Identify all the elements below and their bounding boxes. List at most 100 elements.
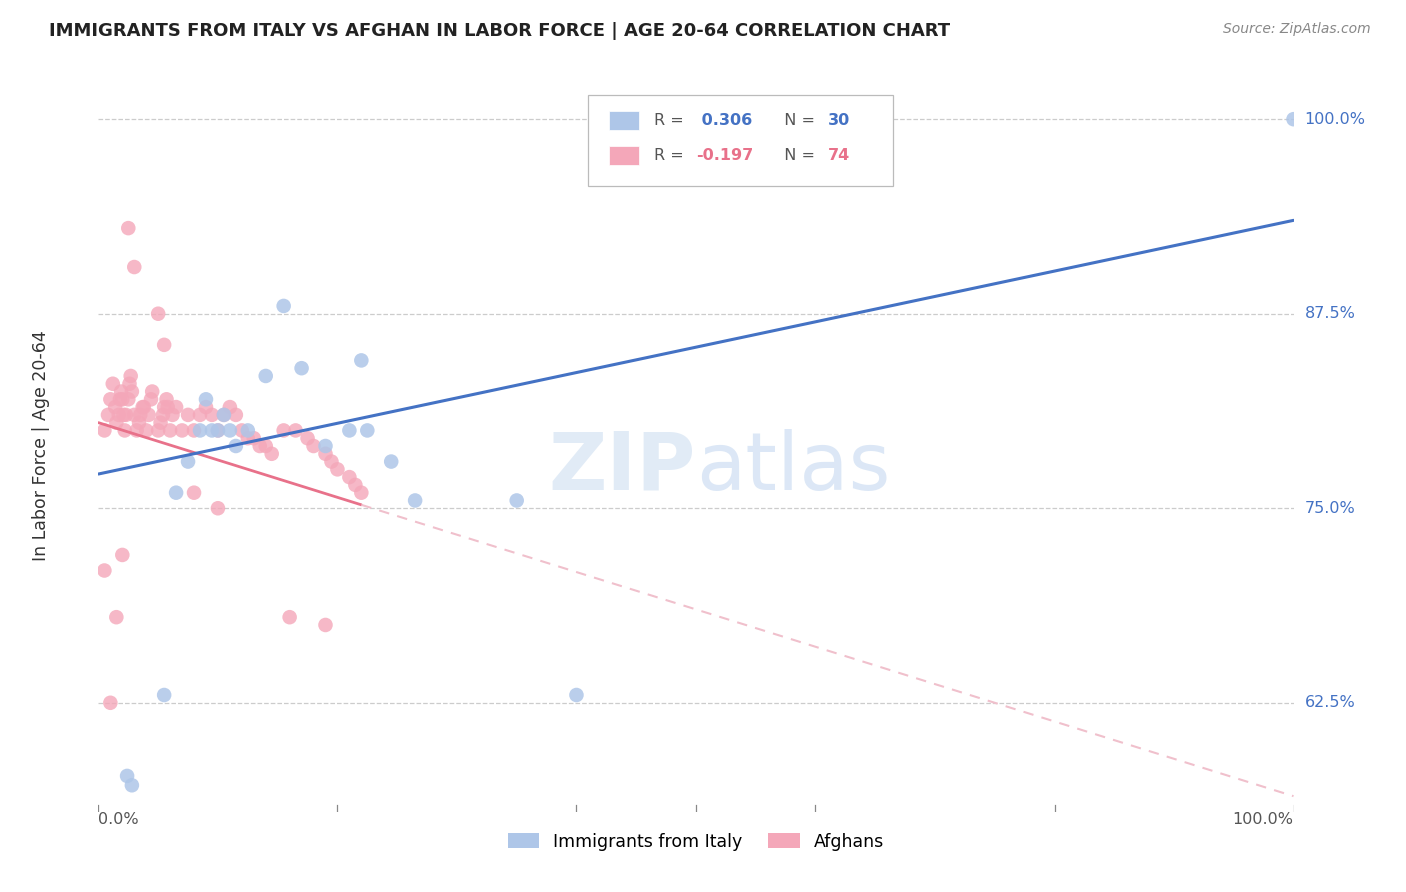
Point bbox=[565, 688, 588, 702]
Point bbox=[155, 392, 177, 407]
Point bbox=[302, 439, 325, 453]
Point bbox=[188, 424, 211, 438]
Text: 100.0%: 100.0% bbox=[1233, 812, 1294, 827]
Point bbox=[110, 384, 132, 399]
Point bbox=[212, 408, 235, 422]
Point bbox=[139, 392, 162, 407]
Point bbox=[153, 688, 176, 702]
Point bbox=[148, 307, 170, 321]
Point bbox=[165, 485, 187, 500]
Point bbox=[201, 424, 224, 438]
Point bbox=[117, 221, 139, 235]
Text: -0.197: -0.197 bbox=[696, 148, 754, 163]
Point bbox=[165, 400, 187, 414]
Point bbox=[284, 424, 307, 438]
Point bbox=[138, 408, 160, 422]
Point bbox=[219, 424, 242, 438]
Bar bbox=[609, 112, 638, 129]
Point bbox=[225, 439, 247, 453]
Point bbox=[404, 493, 426, 508]
Point bbox=[273, 299, 295, 313]
Point bbox=[131, 400, 153, 414]
Point bbox=[225, 408, 247, 422]
Point bbox=[273, 424, 295, 438]
Point bbox=[105, 416, 128, 430]
Point bbox=[172, 424, 194, 438]
Point bbox=[118, 376, 141, 391]
Point bbox=[207, 424, 229, 438]
Point bbox=[121, 384, 143, 399]
Point bbox=[195, 400, 218, 414]
Point bbox=[201, 408, 224, 422]
Point bbox=[315, 618, 337, 632]
Point bbox=[153, 338, 176, 352]
Point bbox=[114, 424, 136, 438]
Point bbox=[219, 400, 242, 414]
Point bbox=[120, 368, 142, 383]
Text: Source: ZipAtlas.com: Source: ZipAtlas.com bbox=[1223, 22, 1371, 37]
Point bbox=[344, 478, 367, 492]
Point bbox=[117, 392, 139, 407]
Point bbox=[260, 447, 283, 461]
Legend: Immigrants from Italy, Afghans: Immigrants from Italy, Afghans bbox=[508, 832, 884, 851]
Text: 87.5%: 87.5% bbox=[1305, 306, 1355, 321]
Point bbox=[315, 439, 337, 453]
Point bbox=[124, 408, 146, 422]
Text: In Labor Force | Age 20-64: In Labor Force | Age 20-64 bbox=[32, 331, 51, 561]
Text: atlas: atlas bbox=[696, 429, 890, 507]
Point bbox=[162, 408, 184, 422]
Point bbox=[297, 431, 319, 445]
Point bbox=[315, 447, 337, 461]
Text: 0.306: 0.306 bbox=[696, 113, 752, 128]
Point bbox=[177, 408, 200, 422]
Point bbox=[278, 610, 301, 624]
Point bbox=[156, 400, 179, 414]
Text: R =: R = bbox=[654, 113, 689, 128]
Point bbox=[207, 424, 229, 438]
Text: R =: R = bbox=[654, 148, 689, 163]
Point bbox=[111, 548, 134, 562]
Point bbox=[159, 424, 181, 438]
Point bbox=[152, 408, 174, 422]
Point bbox=[98, 392, 122, 407]
Point bbox=[125, 424, 148, 438]
Text: N =: N = bbox=[773, 113, 820, 128]
Text: 30: 30 bbox=[827, 113, 849, 128]
Point bbox=[93, 564, 115, 578]
Point bbox=[105, 610, 128, 624]
Point bbox=[326, 462, 349, 476]
Point bbox=[97, 408, 120, 422]
Text: 100.0%: 100.0% bbox=[1305, 112, 1365, 127]
Text: 74: 74 bbox=[827, 148, 849, 163]
Point bbox=[148, 424, 170, 438]
Point bbox=[104, 400, 127, 414]
Point bbox=[153, 400, 176, 414]
Point bbox=[121, 778, 143, 792]
Point bbox=[107, 408, 129, 422]
FancyBboxPatch shape bbox=[589, 95, 893, 186]
Text: 75.0%: 75.0% bbox=[1305, 500, 1355, 516]
Text: IMMIGRANTS FROM ITALY VS AFGHAN IN LABOR FORCE | AGE 20-64 CORRELATION CHART: IMMIGRANTS FROM ITALY VS AFGHAN IN LABOR… bbox=[49, 22, 950, 40]
Point bbox=[129, 408, 152, 422]
Point bbox=[149, 416, 172, 430]
Point bbox=[254, 368, 277, 383]
Point bbox=[1282, 112, 1305, 127]
Point bbox=[195, 392, 218, 407]
Point bbox=[183, 424, 205, 438]
Point bbox=[101, 376, 124, 391]
Point bbox=[506, 493, 529, 508]
Point bbox=[111, 392, 134, 407]
Point bbox=[350, 353, 373, 368]
Point bbox=[128, 416, 150, 430]
Point bbox=[339, 424, 361, 438]
Point bbox=[291, 361, 314, 376]
Text: 0.0%: 0.0% bbox=[98, 812, 139, 827]
Point bbox=[207, 501, 229, 516]
Point bbox=[350, 485, 373, 500]
Point bbox=[98, 696, 122, 710]
Point bbox=[177, 454, 200, 468]
Bar bbox=[609, 146, 638, 165]
Point bbox=[249, 439, 271, 453]
Point bbox=[115, 769, 138, 783]
Point bbox=[321, 454, 343, 468]
